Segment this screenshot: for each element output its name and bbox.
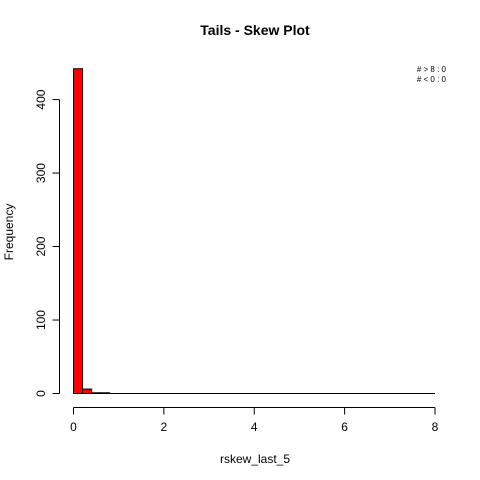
histogram-bar — [100, 392, 111, 395]
x-tick-label: 8 — [432, 420, 439, 434]
histogram-bars — [73, 68, 435, 395]
y-tick-label: 300 — [34, 163, 48, 183]
y-tick-label: 400 — [34, 89, 48, 109]
x-axis-label: rskew_last_5 — [220, 452, 290, 466]
x-tick-label: 0 — [70, 420, 77, 434]
x-tick-label: 6 — [341, 420, 348, 434]
y-tick-label: 0 — [34, 390, 48, 397]
x-axis: 0 2 4 6 8 — [70, 407, 439, 434]
chart-title: Tails - Skew Plot — [200, 22, 310, 38]
histogram-bar — [73, 68, 84, 395]
histogram-bar — [82, 388, 93, 395]
y-tick-label: 200 — [34, 236, 48, 256]
y-axis-label: Frequency — [2, 204, 16, 261]
x-tick-label: 2 — [161, 420, 168, 434]
y-tick-label: 100 — [34, 310, 48, 330]
annotation-above-max: # > 8 : 0 — [417, 65, 447, 74]
histogram-bar — [91, 392, 102, 395]
x-tick-label: 4 — [251, 420, 258, 434]
annotation-below-min: # < 0 : 0 — [417, 75, 447, 84]
y-axis: 0 100 200 300 400 — [34, 89, 60, 397]
